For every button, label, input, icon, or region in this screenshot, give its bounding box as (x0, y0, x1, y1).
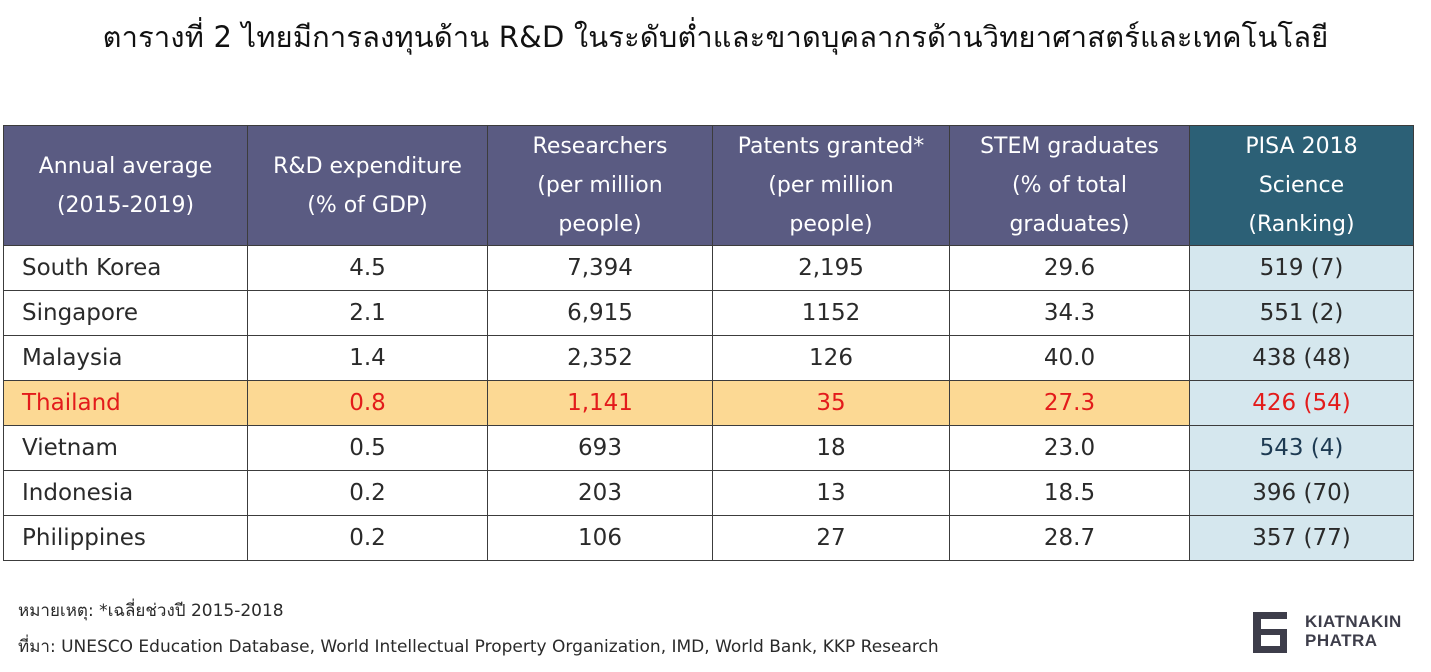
cell-country: Indonesia (3, 470, 248, 516)
cell-stem: 40.0 (949, 335, 1190, 381)
cell-patents: 126 (712, 335, 950, 381)
cell-pisa: 543 (4) (1189, 425, 1414, 471)
cell-stem: 34.3 (949, 290, 1190, 336)
cell-rd: 0.8 (247, 380, 488, 426)
source-citation: ที่มา: UNESCO Education Database, World … (18, 637, 939, 657)
header-rd-expenditure: R&D expenditure (% of GDP) (247, 125, 488, 246)
header-line: Researchers (532, 134, 668, 159)
cell-researchers: 1,141 (487, 380, 713, 426)
cell-rd: 4.5 (247, 245, 488, 291)
header-annual-average: Annual average (2015-2019) (3, 125, 248, 246)
table-row: Philippines 0.2 106 27 28.7 357 (77) (3, 515, 1414, 561)
header-line: (2015-2019) (56, 192, 195, 218)
cell-stem: 28.7 (949, 515, 1190, 561)
cell-researchers: 693 (487, 425, 713, 471)
cell-patents: 35 (712, 380, 950, 426)
cell-stem: 29.6 (949, 245, 1190, 291)
header-researchers: Researchers (per million people) (487, 125, 713, 246)
cell-rd: 0.2 (247, 470, 488, 516)
table-row: Singapore 2.1 6,915 1152 34.3 551 (2) (3, 290, 1414, 336)
comparison-table: Annual average (2015-2019) R&D expenditu… (3, 125, 1414, 561)
table-row: South Korea 4.5 7,394 2,195 29.6 519 (7) (3, 245, 1414, 291)
header-line: (Ranking) (1248, 212, 1355, 237)
company-logo: KIATNAKIN PHATRA (1250, 608, 1425, 658)
cell-patents: 13 (712, 470, 950, 516)
table-row: Malaysia 1.4 2,352 126 40.0 438 (48) (3, 335, 1414, 381)
table-row-highlighted: Thailand 0.8 1,141 35 27.3 426 (54) (3, 380, 1414, 426)
header-line: Patents granted* (737, 134, 925, 159)
header-line: Science (1258, 173, 1345, 198)
cell-pisa: 519 (7) (1189, 245, 1414, 291)
cell-stem: 18.5 (949, 470, 1190, 516)
table-row: Vietnam 0.5 693 18 23.0 543 (4) (3, 425, 1414, 471)
cell-researchers: 203 (487, 470, 713, 516)
cell-rd: 0.2 (247, 515, 488, 561)
header-line: people) (558, 212, 642, 237)
table-header-row: Annual average (2015-2019) R&D expenditu… (3, 125, 1414, 246)
header-line: graduates) (1009, 212, 1130, 237)
cell-rd: 2.1 (247, 290, 488, 336)
cell-researchers: 106 (487, 515, 713, 561)
logo-mark-icon (1253, 612, 1287, 653)
header-line: (% of total (1012, 173, 1127, 198)
page-title: ตารางที่ 2 ไทยมีการลงทุนด้าน R&D ในระดับ… (102, 20, 1329, 54)
header-patents: Patents granted* (per million people) (712, 125, 950, 246)
header-line: R&D expenditure (273, 153, 462, 179)
cell-patents: 1152 (712, 290, 950, 336)
cell-pisa: 426 (54) (1189, 380, 1414, 426)
cell-pisa: 551 (2) (1189, 290, 1414, 336)
header-pisa: PISA 2018 Science (Ranking) (1189, 125, 1414, 246)
header-line: people) (789, 212, 873, 237)
cell-patents: 27 (712, 515, 950, 561)
footnote: หมายเหตุ: *เฉลี่ยช่วงปี 2015-2018 (18, 601, 284, 621)
header-line: (% of GDP) (307, 192, 428, 218)
cell-stem: 23.0 (949, 425, 1190, 471)
cell-pisa: 396 (70) (1189, 470, 1414, 516)
table-row: Indonesia 0.2 203 13 18.5 396 (70) (3, 470, 1414, 516)
cell-patents: 2,195 (712, 245, 950, 291)
cell-country: Malaysia (3, 335, 248, 381)
cell-stem: 27.3 (949, 380, 1190, 426)
cell-country: Thailand (3, 380, 248, 426)
header-line: (per million (537, 173, 663, 198)
cell-pisa: 357 (77) (1189, 515, 1414, 561)
header-line: Annual average (38, 153, 213, 179)
cell-researchers: 7,394 (487, 245, 713, 291)
cell-country: Singapore (3, 290, 248, 336)
header-line: PISA 2018 (1245, 134, 1358, 159)
logo-wordmark: KIATNAKIN PHATRA (1305, 612, 1402, 650)
header-stem-graduates: STEM graduates (% of total graduates) (949, 125, 1190, 246)
cell-rd: 0.5 (247, 425, 488, 471)
logo-line: PHATRA (1305, 631, 1378, 650)
cell-researchers: 6,915 (487, 290, 713, 336)
header-line: STEM graduates (980, 134, 1159, 159)
cell-patents: 18 (712, 425, 950, 471)
cell-rd: 1.4 (247, 335, 488, 381)
cell-country: Vietnam (3, 425, 248, 471)
logo-line: KIATNAKIN (1305, 612, 1402, 631)
cell-pisa: 438 (48) (1189, 335, 1414, 381)
cell-country: Philippines (3, 515, 248, 561)
cell-country: South Korea (3, 245, 248, 291)
cell-researchers: 2,352 (487, 335, 713, 381)
header-line: (per million (768, 173, 894, 198)
